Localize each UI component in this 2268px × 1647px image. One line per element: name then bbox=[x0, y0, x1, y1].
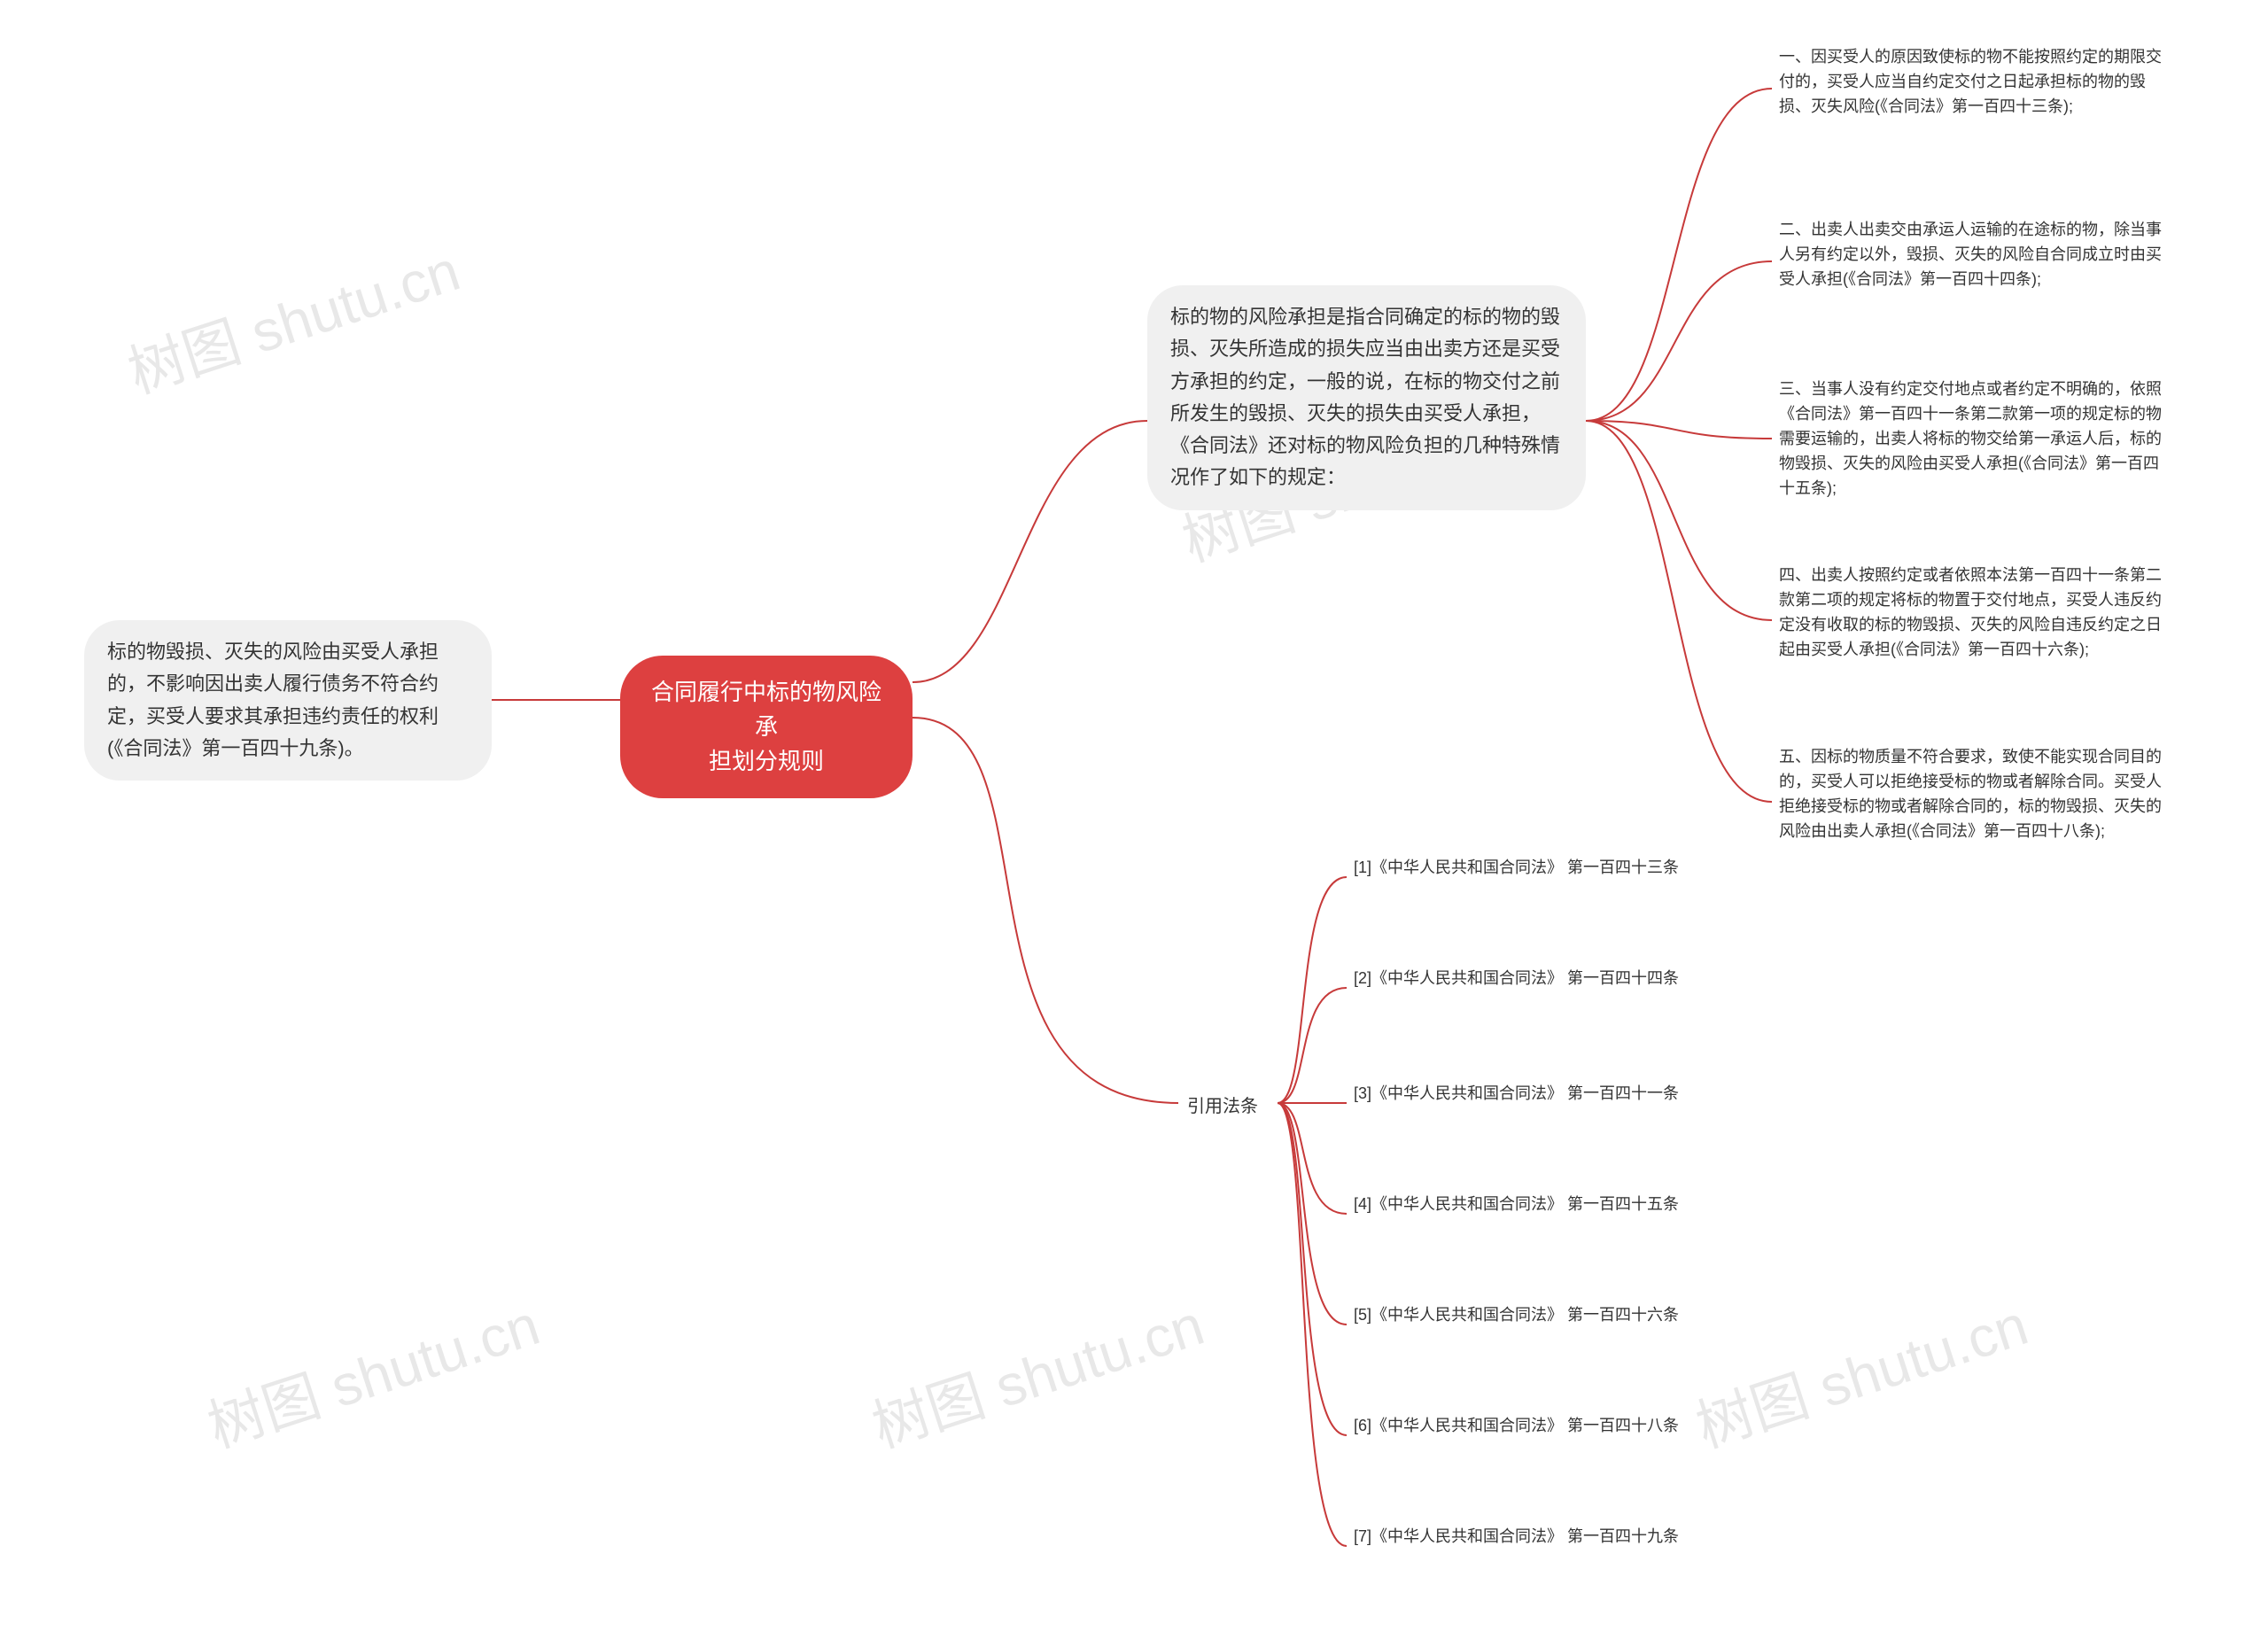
law-ref-5: [5]《中华人民共和国合同法》 第一百四十六条 bbox=[1347, 1298, 1719, 1333]
watermark: 树图 shutu.cn bbox=[117, 226, 469, 409]
watermark: 树图 shutu.cn bbox=[197, 1280, 548, 1464]
law-ref-6: [6]《中华人民共和国合同法》 第一百四十八条 bbox=[1347, 1409, 1719, 1444]
law-ref-2: [2]《中华人民共和国合同法》 第一百四十四条 bbox=[1347, 961, 1719, 997]
rule-item-3: 三、当事人没有约定交付地点或者约定不明确的，依照《合同法》第一百四十一条第二款第… bbox=[1772, 372, 2179, 506]
rule-item-2: 二、出卖人出卖交由承运人运输的在途标的物，除当事人另有约定以外，毁损、灭失的风险… bbox=[1772, 213, 2179, 298]
rule-item-1: 一、因买受人的原因致使标的物不能按照约定的期限交付的，买受人应当自约定交付之日起… bbox=[1772, 40, 2179, 125]
rule-item-4: 四、出卖人按照约定或者依照本法第一百四十一条第二款第二项的规定将标的物置于交付地… bbox=[1772, 558, 2179, 668]
law-ref-7: [7]《中华人民共和国合同法》 第一百四十九条 bbox=[1347, 1519, 1719, 1555]
center-line1: 合同履行中标的物风险承 bbox=[651, 679, 882, 740]
center-node: 合同履行中标的物风险承 担划分规则 bbox=[620, 656, 913, 798]
watermark: 树图 shutu.cn bbox=[861, 1280, 1213, 1464]
law-ref-1: [1]《中华人民共和国合同法》 第一百四十三条 bbox=[1347, 851, 1719, 886]
left-note-node: 标的物毁损、灭失的风险由买受人承担的，不影响因出卖人履行债务不符合约定，买受人要… bbox=[84, 620, 492, 781]
watermark: 树图 shutu.cn bbox=[1685, 1280, 2037, 1464]
law-ref-3: [3]《中华人民共和国合同法》 第一百四十一条 bbox=[1347, 1076, 1719, 1112]
intro-node: 标的物的风险承担是指合同确定的标的物的毁损、灭失所造成的损失应当由出卖方还是买受… bbox=[1147, 285, 1586, 510]
law-ref-4: [4]《中华人民共和国合同法》 第一百四十五条 bbox=[1347, 1187, 1719, 1223]
rule-item-5: 五、因标的物质量不符合要求，致使不能实现合同目的的，买受人可以拒绝接受标的物或者… bbox=[1772, 740, 2179, 850]
law-label-node: 引用法条 bbox=[1178, 1085, 1267, 1129]
center-line2: 担划分规则 bbox=[709, 748, 824, 774]
